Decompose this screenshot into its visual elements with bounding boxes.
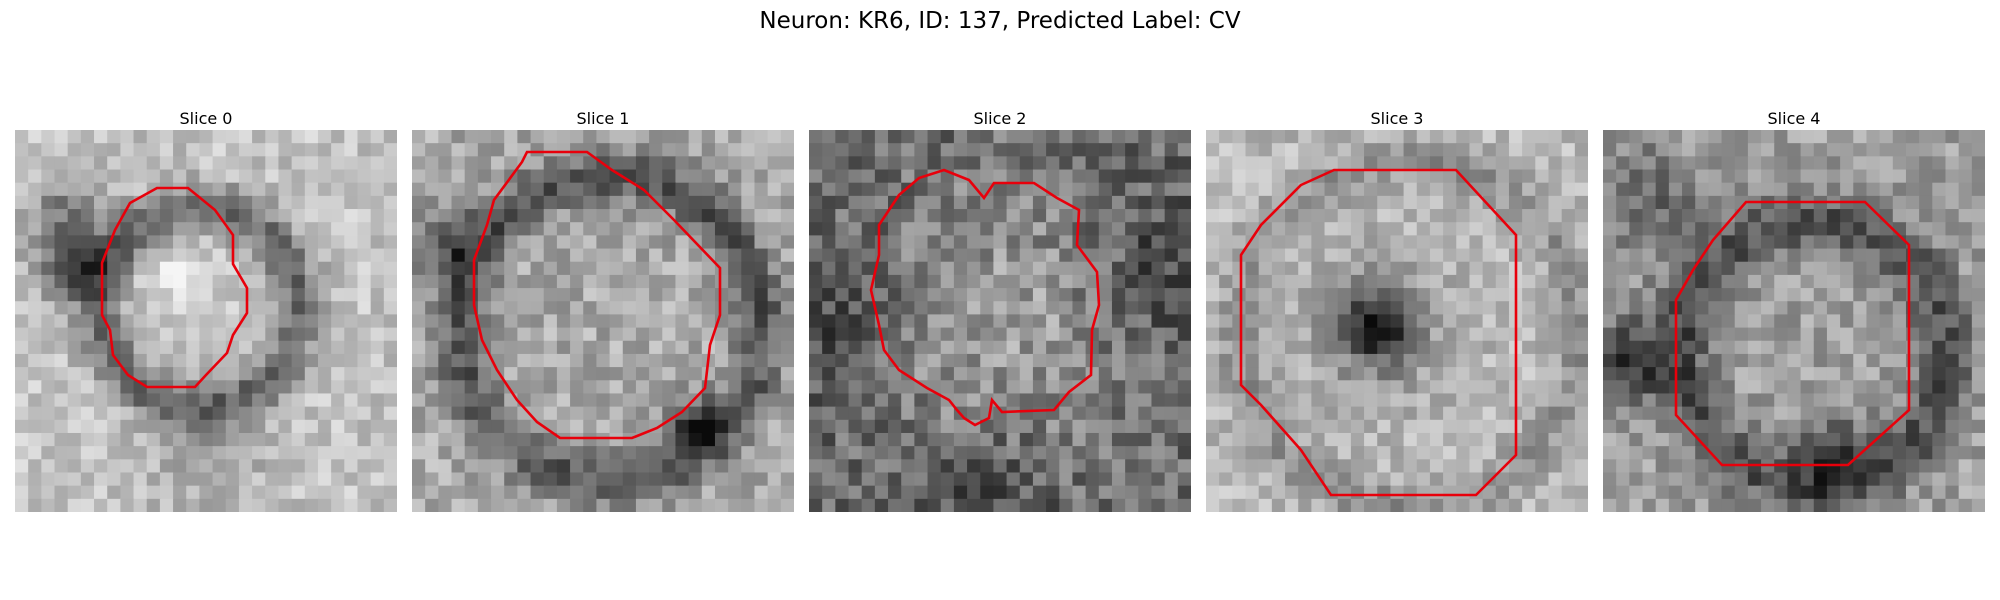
- contour-outline: [472, 150, 722, 440]
- slice-title: Slice 3: [1370, 109, 1424, 128]
- contour-outline: [869, 168, 1101, 427]
- em-pixels: [15, 130, 397, 512]
- slice-image: [15, 130, 397, 512]
- contour-outline: [1674, 200, 1911, 467]
- slice-title: Slice 4: [1767, 109, 1821, 128]
- em-pixels: [1206, 130, 1588, 512]
- slice-panel-4: Slice 4: [1603, 108, 1985, 512]
- slice-panel-2: Slice 2: [809, 108, 1191, 512]
- contour-outline: [100, 186, 249, 389]
- slice-image: [1603, 130, 1985, 512]
- slice-title: Slice 2: [973, 109, 1027, 128]
- slice-title: Slice 1: [576, 109, 630, 128]
- slice-image: [1206, 130, 1588, 512]
- figure-title: Neuron: KR6, ID: 137, Predicted Label: C…: [759, 8, 1241, 34]
- slice-panel-0: Slice 0: [15, 108, 397, 512]
- em-pixels: [809, 130, 1191, 512]
- slice-image: [809, 130, 1191, 512]
- slice-title: Slice 0: [179, 109, 233, 128]
- em-pixels: [1603, 130, 1985, 512]
- slice-panel-1: Slice 1: [412, 108, 794, 512]
- slice-panel-3: Slice 3: [1206, 108, 1588, 512]
- em-pixels: [412, 130, 794, 512]
- contour-outline: [1239, 168, 1518, 497]
- slice-image: [412, 130, 794, 512]
